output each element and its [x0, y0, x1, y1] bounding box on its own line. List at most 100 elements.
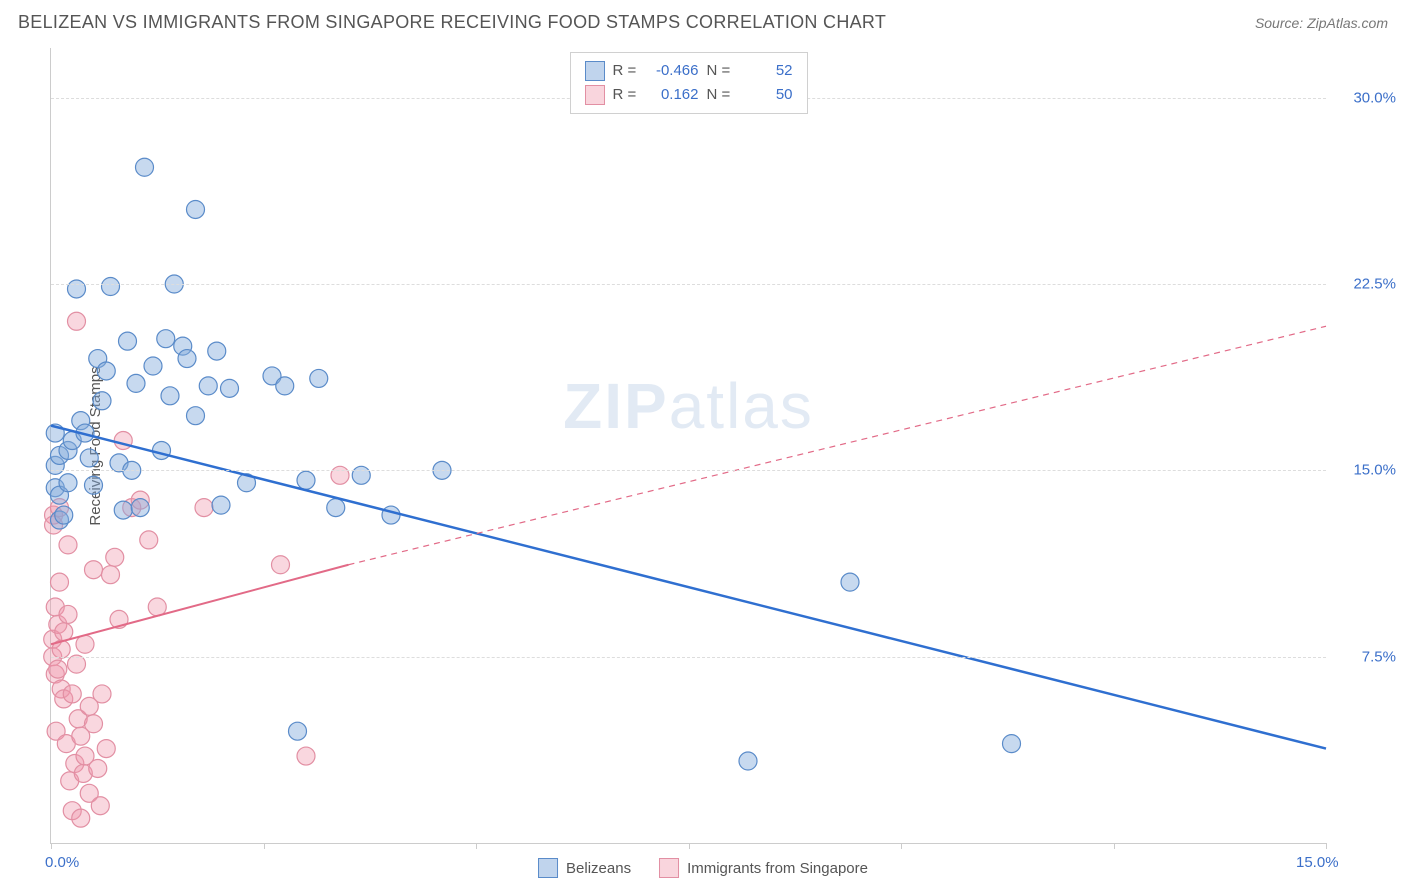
- x-tick: [1326, 843, 1327, 849]
- source-attribution: Source: ZipAtlas.com: [1255, 15, 1388, 31]
- data-point-blue: [102, 278, 120, 296]
- data-point-pink: [93, 685, 111, 703]
- data-point-pink: [59, 605, 77, 623]
- data-point-blue: [841, 573, 859, 591]
- data-point-blue: [208, 342, 226, 360]
- x-tick: [901, 843, 902, 849]
- data-point-blue: [68, 280, 86, 298]
- n-value-pink: 50: [743, 83, 793, 107]
- x-tick: [51, 843, 52, 849]
- r-value-blue: -0.466: [649, 59, 699, 83]
- data-point-blue: [80, 449, 98, 467]
- n-value-blue: 52: [743, 59, 793, 83]
- data-point-blue: [93, 392, 111, 410]
- swatch-pink: [585, 85, 605, 105]
- legend-label-pink: Immigrants from Singapore: [687, 860, 868, 877]
- data-point-blue: [55, 506, 73, 524]
- plot-area: ZIPatlas R = -0.466 N = 52 R = 0.162 N =…: [50, 48, 1326, 844]
- data-point-blue: [178, 350, 196, 368]
- x-tick-label-right: 15.0%: [1296, 854, 1339, 871]
- chart-header: BELIZEAN VS IMMIGRANTS FROM SINGAPORE RE…: [0, 0, 1406, 41]
- r-label: R =: [613, 59, 641, 83]
- data-point-blue: [199, 377, 217, 395]
- data-point-pink: [102, 566, 120, 584]
- data-point-pink: [68, 655, 86, 673]
- data-point-blue: [297, 471, 315, 489]
- data-point-pink: [59, 536, 77, 554]
- x-tick: [689, 843, 690, 849]
- data-point-pink: [51, 573, 69, 591]
- legend-row-pink: R = 0.162 N = 50: [585, 83, 793, 107]
- data-point-blue: [131, 499, 149, 517]
- x-tick: [1114, 843, 1115, 849]
- data-point-blue: [1003, 735, 1021, 753]
- data-point-blue: [114, 501, 132, 519]
- data-point-pink: [91, 797, 109, 815]
- swatch-blue: [585, 61, 605, 81]
- gridline: [51, 470, 1326, 471]
- data-point-pink: [97, 740, 115, 758]
- data-point-pink: [72, 809, 90, 827]
- data-point-blue: [157, 330, 175, 348]
- data-point-blue: [352, 466, 370, 484]
- data-point-pink: [63, 685, 81, 703]
- data-point-pink: [331, 466, 349, 484]
- correlation-legend: R = -0.466 N = 52 R = 0.162 N = 50: [570, 52, 808, 114]
- data-point-blue: [97, 362, 115, 380]
- series-legend: Belizeans Immigrants from Singapore: [538, 858, 868, 878]
- data-point-blue: [327, 499, 345, 517]
- chart-title: BELIZEAN VS IMMIGRANTS FROM SINGAPORE RE…: [18, 12, 886, 33]
- data-point-blue: [739, 752, 757, 770]
- data-point-blue: [310, 369, 328, 387]
- legend-label-blue: Belizeans: [566, 860, 631, 877]
- data-point-blue: [127, 374, 145, 392]
- legend-item-pink: Immigrants from Singapore: [659, 858, 868, 878]
- data-point-blue: [136, 158, 154, 176]
- gridline: [51, 657, 1326, 658]
- data-point-pink: [114, 432, 132, 450]
- data-point-pink: [49, 660, 67, 678]
- swatch-pink: [659, 858, 679, 878]
- r-value-pink: 0.162: [649, 83, 699, 107]
- r-label: R =: [613, 83, 641, 107]
- data-point-blue: [59, 474, 77, 492]
- legend-row-blue: R = -0.466 N = 52: [585, 59, 793, 83]
- trend-line-blue: [51, 426, 1326, 749]
- data-point-pink: [297, 747, 315, 765]
- data-point-pink: [89, 759, 107, 777]
- data-point-pink: [272, 556, 290, 574]
- data-point-pink: [68, 312, 86, 330]
- y-tick-label: 22.5%: [1336, 276, 1396, 293]
- n-label: N =: [707, 83, 735, 107]
- y-tick-label: 7.5%: [1336, 648, 1396, 665]
- swatch-blue: [538, 858, 558, 878]
- data-point-blue: [119, 332, 137, 350]
- data-point-blue: [161, 387, 179, 405]
- data-point-pink: [140, 531, 158, 549]
- data-point-pink: [106, 548, 124, 566]
- data-point-pink: [76, 635, 94, 653]
- legend-item-blue: Belizeans: [538, 858, 631, 878]
- x-tick: [476, 843, 477, 849]
- x-tick: [264, 843, 265, 849]
- data-point-blue: [382, 506, 400, 524]
- scatter-svg: [51, 48, 1326, 843]
- y-tick-label: 30.0%: [1336, 89, 1396, 106]
- data-point-blue: [144, 357, 162, 375]
- data-point-blue: [276, 377, 294, 395]
- data-point-blue: [85, 476, 103, 494]
- data-point-blue: [221, 379, 239, 397]
- data-point-pink: [85, 715, 103, 733]
- data-point-blue: [187, 407, 205, 425]
- gridline: [51, 284, 1326, 285]
- y-tick-label: 15.0%: [1336, 462, 1396, 479]
- data-point-pink: [195, 499, 213, 517]
- data-point-blue: [153, 441, 171, 459]
- n-label: N =: [707, 59, 735, 83]
- data-point-blue: [289, 722, 307, 740]
- data-point-pink: [85, 561, 103, 579]
- data-point-blue: [187, 200, 205, 218]
- x-tick-label-left: 0.0%: [45, 854, 79, 871]
- trend-line-pink-dashed: [349, 326, 1327, 565]
- data-point-blue: [212, 496, 230, 514]
